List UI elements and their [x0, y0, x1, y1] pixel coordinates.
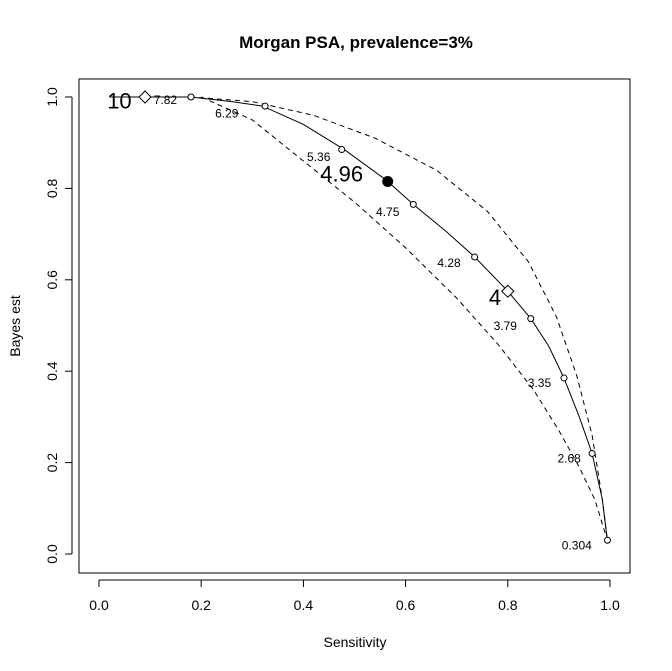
x-axis-label: Sensitivity [323, 634, 386, 650]
marker-label: 10 [107, 88, 131, 113]
y-tick-label: 0.4 [44, 361, 60, 381]
marker-label: 4 [489, 285, 501, 310]
data-points: 7.82 6.29 5.36 4.75 4.28 3.79 3.35 2.68 0.304 [154, 93, 611, 552]
data-point [338, 146, 346, 154]
x-tick-label: 0.4 [294, 597, 314, 613]
series-lines [109, 96, 608, 541]
data-point [187, 93, 195, 101]
data-point-label: 5.36 [307, 150, 331, 164]
diamond-marker [501, 284, 515, 298]
y-tick-label: 1.0 [44, 87, 60, 107]
y-tick-label: 0.0 [44, 544, 60, 564]
data-point [588, 449, 596, 457]
data-point-label: 7.82 [154, 93, 178, 107]
x-tick-label: 0.0 [89, 597, 109, 613]
y-tick-label: 0.8 [44, 178, 60, 198]
y-tick-label: 0.2 [44, 453, 60, 473]
data-point-label: 3.79 [494, 319, 518, 333]
x-tick-label: 0.8 [498, 597, 518, 613]
chart-title: Morgan PSA, prevalence=3% [239, 33, 473, 52]
data-point-label: 4.75 [376, 205, 400, 219]
y-axis-label: Bayes est [7, 295, 23, 357]
data-point [261, 102, 269, 110]
data-point-label: 6.29 [215, 107, 239, 121]
series-line-3-dashed [200, 96, 608, 541]
series-line-1-solid [109, 96, 608, 541]
data-point [471, 253, 479, 261]
series-line-2-dashed [145, 96, 608, 541]
filled-circle-marker [382, 176, 394, 188]
x-tick-label: 0.2 [191, 597, 211, 613]
plot-area [78, 78, 631, 574]
x-tick-label: 0.6 [396, 597, 416, 613]
y-tick-label: 0.6 [44, 270, 60, 290]
data-point-label: 3.35 [528, 376, 552, 390]
data-point-label: 4.28 [437, 256, 461, 270]
diamond-marker [138, 90, 152, 104]
data-point-label: 2.68 [557, 452, 581, 466]
data-point-label: 0.304 [562, 538, 592, 552]
data-point [603, 536, 611, 544]
axes: 0.0 0.2 0.4 0.6 0.8 1.0 0.0 0.2 0.4 0.6 0.8 1.0 [44, 87, 620, 613]
data-point [409, 200, 417, 208]
highlight-markers: 10 4.96 4 [107, 88, 515, 310]
data-point [527, 315, 535, 323]
data-point [560, 374, 568, 382]
marker-label: 4.96 [320, 162, 363, 187]
x-tick-label: 1.0 [600, 597, 620, 613]
